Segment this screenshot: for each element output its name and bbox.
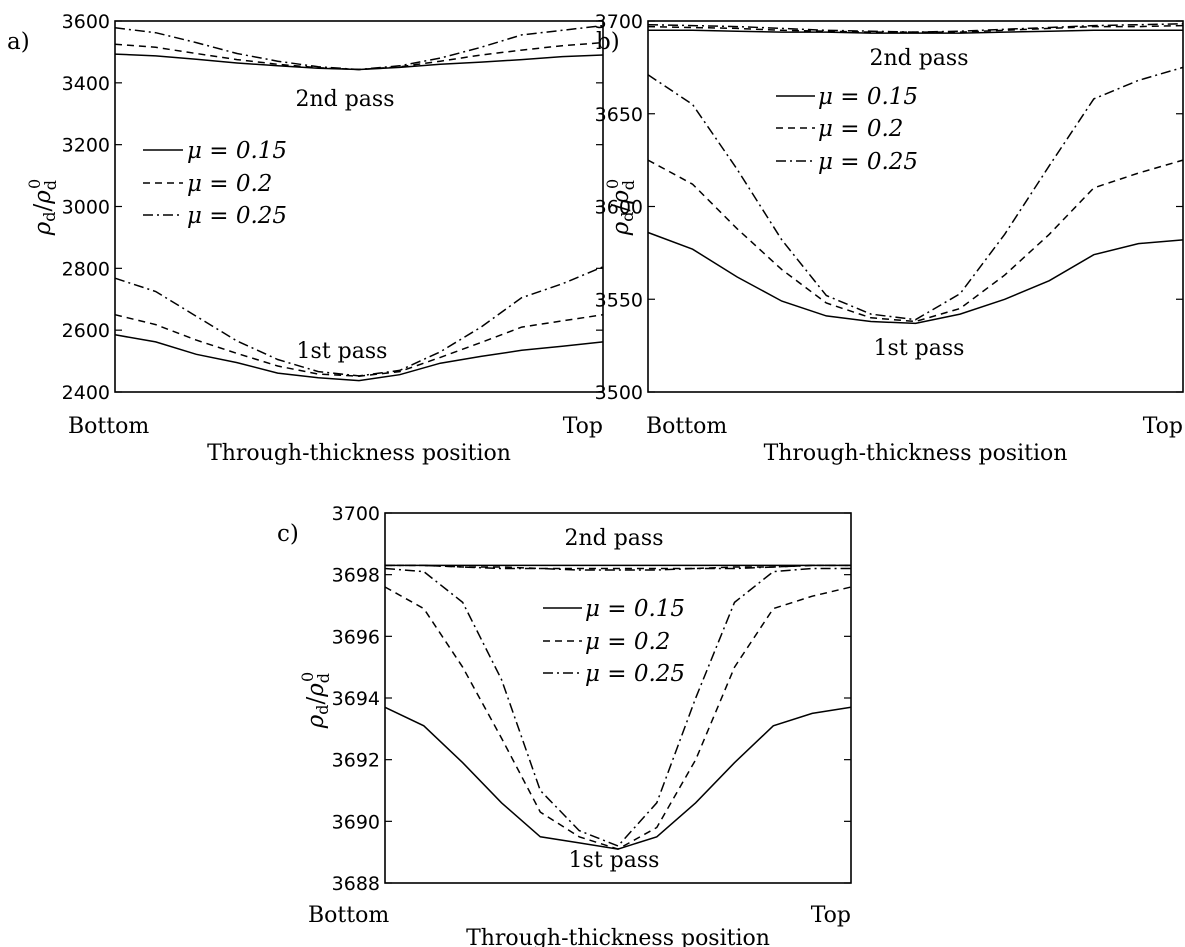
y-tick-label: 2800: [62, 258, 110, 280]
series-line: [385, 564, 851, 571]
x-end-label-top: Top: [811, 903, 851, 928]
y-tick-label: 3500: [595, 382, 643, 404]
series-line: [648, 29, 1183, 34]
series-line: [114, 266, 604, 377]
series-line: [114, 334, 604, 382]
chart-panel-c: 3688 3690 3692 3694 3696 3698 3700 μ = 0.15 μ = …: [277, 503, 852, 947]
y-axis-label: ρd/ρd0: [298, 672, 333, 730]
series-line: [114, 24, 604, 71]
series-line: [114, 53, 604, 71]
x-end-label-top: Top: [1143, 414, 1183, 439]
x-axis-label: Through-thickness position: [466, 926, 770, 947]
legend-label: μ = 0.2: [187, 171, 272, 197]
y-tick-label: 3700: [595, 11, 643, 33]
legend-label: μ = 0.25: [818, 149, 918, 175]
x-axis-label: Through-thickness position: [764, 441, 1068, 466]
pass-annotation: 1st pass: [874, 336, 965, 361]
y-tick-label: 3694: [332, 688, 380, 710]
panel-label: b): [596, 29, 620, 55]
pass-annotation: 2nd pass: [295, 87, 394, 112]
x-end-label-bottom: Bottom: [68, 414, 149, 439]
pass-annotation: 2nd pass: [564, 526, 663, 551]
x-end-label-top: Top: [563, 414, 603, 439]
y-tick-label: 3400: [62, 73, 110, 95]
legend-label: μ = 0.15: [818, 84, 918, 110]
y-tick-label: 3696: [332, 626, 380, 648]
legend-label: μ = 0.25: [585, 661, 685, 687]
pass-annotation: 1st pass: [297, 339, 388, 364]
series-line: [384, 586, 852, 850]
legend-label: μ = 0.2: [818, 116, 903, 142]
y-tick-label: 3600: [595, 197, 643, 219]
legend-label: μ = 0.2: [585, 629, 670, 655]
y-tick-label: 3698: [332, 565, 380, 587]
x-axis-label: Through-thickness position: [207, 441, 511, 466]
y-tick-label: 3600: [62, 11, 110, 33]
chart-panel-b: 3500 3550 3600 3650 3700 μ = 0.15 μ = 0.2 μ = 0…: [595, 11, 1184, 466]
x-end-label-bottom: Bottom: [308, 903, 389, 928]
pass-annotation: 1st pass: [569, 848, 660, 873]
y-axis-label: ρd/ρd0: [603, 179, 638, 237]
y-tick-label: 3688: [332, 873, 380, 895]
panel-label: c): [277, 521, 299, 547]
y-tick-label: 3700: [332, 503, 380, 525]
series-line: [647, 23, 1184, 33]
series-line: [114, 41, 604, 71]
panel-label: a): [7, 29, 30, 55]
y-tick-label: 3550: [595, 289, 643, 311]
series-line: [384, 706, 852, 850]
legend-label: μ = 0.15: [187, 138, 287, 164]
y-tick-label: 3690: [332, 811, 380, 833]
chart-panel-a: 2400 2600 2800 3000 3200 3400 3600 μ = 0.15 μ = …: [7, 11, 604, 466]
y-tick-label: 3200: [62, 135, 110, 157]
legend-label: μ = 0.15: [585, 596, 685, 622]
series-line: [647, 231, 1184, 325]
legend-label: μ = 0.25: [187, 203, 287, 229]
y-tick-label: 2600: [62, 320, 110, 342]
y-axis-label: ρd/ρd0: [25, 179, 60, 237]
series-line: [384, 567, 851, 847]
series-line: [647, 159, 1184, 323]
y-tick-label: 3650: [595, 104, 643, 126]
y-tick-label: 3000: [62, 197, 110, 219]
y-tick-label: 3692: [332, 750, 380, 772]
x-end-label-bottom: Bottom: [646, 414, 727, 439]
pass-annotation: 2nd pass: [869, 46, 968, 71]
series-line: [647, 66, 1184, 321]
y-tick-label: 2400: [62, 382, 110, 404]
